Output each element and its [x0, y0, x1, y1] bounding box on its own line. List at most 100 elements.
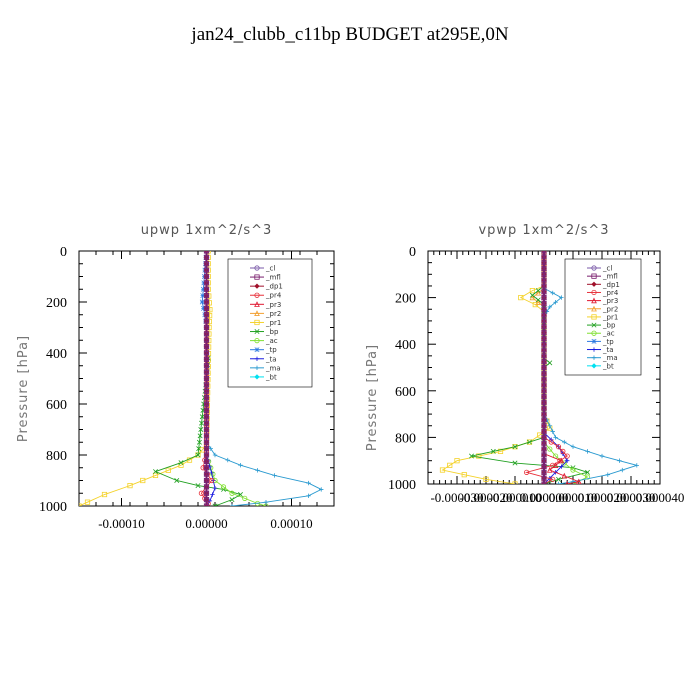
legend-label: _pr2 — [602, 305, 618, 313]
data-point — [203, 324, 210, 331]
figure-title: jan24_clubb_c11bp BUDGET at295E,0N — [190, 24, 508, 45]
data-point — [535, 299, 542, 305]
data-point — [203, 312, 210, 318]
y-tick-label: 800 — [46, 449, 67, 464]
legend-entry: _dp1 — [250, 283, 283, 291]
x-tick-label: 0.00010 — [270, 516, 312, 531]
data-point — [174, 478, 180, 483]
legend-label: _ac — [602, 330, 615, 338]
x-tick-label: 0.00000 — [185, 516, 227, 531]
legend-entry: _pr2 — [587, 305, 618, 313]
data-point — [203, 484, 210, 490]
series_pr1 — [79, 251, 213, 506]
data-point — [319, 487, 324, 492]
data-point — [469, 453, 474, 459]
data-point — [541, 399, 547, 406]
data-point — [203, 251, 210, 254]
legend-label: _ta — [265, 355, 277, 363]
data-point — [203, 503, 210, 506]
data-point — [558, 457, 565, 464]
data-point — [198, 490, 204, 496]
data-point — [198, 427, 204, 432]
data-point — [541, 469, 547, 475]
legend-entry: _ma — [250, 364, 281, 372]
data-point — [197, 433, 203, 439]
data-point — [203, 375, 210, 382]
data-point — [203, 477, 210, 484]
data-point — [512, 460, 518, 466]
legend-label: _pr1 — [602, 313, 618, 321]
data-point — [541, 260, 547, 266]
data-point — [541, 423, 547, 429]
data-point — [527, 439, 532, 445]
panel-title: upwp 1xm^2/s^3 — [141, 223, 273, 238]
data-point — [541, 364, 547, 371]
data-point — [210, 492, 215, 497]
data-point — [512, 481, 518, 484]
data-point — [140, 477, 146, 484]
data-point — [560, 448, 566, 454]
y-tick-label: 0 — [60, 245, 67, 260]
legend-entry: _cl — [587, 265, 612, 273]
data-point — [541, 341, 547, 347]
data-point — [263, 499, 269, 505]
x-tick-label: -0.000020 — [459, 490, 512, 505]
x-tick-label: 0.000030 — [607, 490, 656, 505]
x-tick-label: 0.000000 — [520, 490, 569, 505]
legend-entry: _ta — [587, 346, 614, 354]
legend-marker — [591, 265, 597, 271]
legend-marker — [254, 283, 260, 289]
data-point — [526, 439, 533, 445]
data-point — [541, 376, 547, 382]
data-point — [518, 294, 524, 301]
legend-marker — [591, 281, 597, 287]
data-point — [209, 477, 215, 484]
x-tick-label: 0.000040 — [636, 490, 685, 505]
legend-marker — [591, 305, 597, 312]
data-point — [541, 300, 547, 307]
legend-entry: _mfl — [587, 273, 618, 281]
legend-label: _bp — [602, 322, 616, 330]
data-point — [203, 344, 210, 350]
data-point — [203, 490, 210, 496]
data-point — [203, 439, 210, 445]
legend-marker — [254, 301, 260, 307]
data-point — [541, 475, 547, 481]
legend-entry: _cl — [250, 265, 275, 273]
legend-label: _pr2 — [265, 310, 281, 318]
data-point — [541, 306, 547, 312]
data-point — [208, 446, 213, 451]
data-point — [212, 485, 218, 491]
legend-marker — [591, 322, 597, 328]
data-point — [541, 271, 547, 277]
data-point — [541, 312, 547, 318]
x-tick-label: -0.000030 — [430, 490, 483, 505]
legend-label: _tp — [602, 338, 614, 346]
data-point — [512, 444, 518, 450]
legend-label: _mfl — [602, 273, 618, 281]
legend-entry: _bt — [250, 373, 277, 381]
legend-entry: _pr4 — [250, 292, 282, 300]
data-point — [196, 439, 202, 445]
legend-marker — [254, 365, 260, 371]
legend-marker — [591, 289, 597, 296]
legend-entry: _pr3 — [587, 297, 618, 305]
data-point — [203, 299, 210, 305]
data-point — [541, 265, 547, 272]
data-point — [529, 292, 535, 298]
data-point — [559, 295, 564, 300]
data-point — [461, 472, 467, 478]
legend-label: _dp1 — [265, 283, 283, 291]
data-point — [199, 299, 205, 305]
data-point — [497, 448, 504, 454]
plot-area — [439, 251, 639, 484]
data-point — [547, 446, 553, 452]
data-point — [203, 369, 210, 375]
legend-marker — [591, 363, 597, 369]
legend-entry: _mfl — [250, 274, 281, 282]
legend-marker — [254, 347, 260, 353]
data-point — [585, 469, 590, 475]
data-point — [585, 449, 590, 454]
legend-label: _pr3 — [602, 297, 618, 305]
legend-entry: _bt — [587, 362, 614, 370]
